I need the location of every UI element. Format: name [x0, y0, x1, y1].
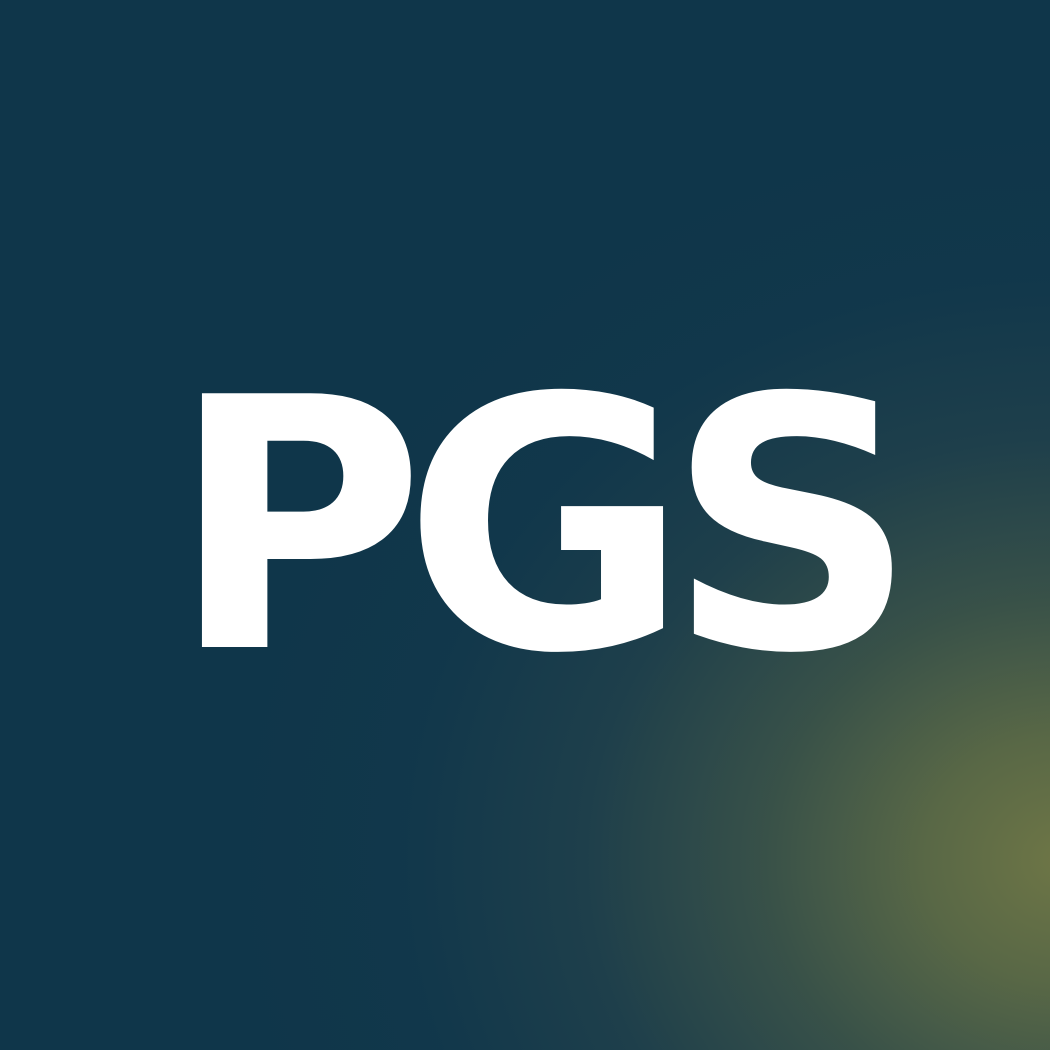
logo-text: PGS [170, 325, 917, 730]
logo-monogram: PGS [170, 354, 917, 702]
